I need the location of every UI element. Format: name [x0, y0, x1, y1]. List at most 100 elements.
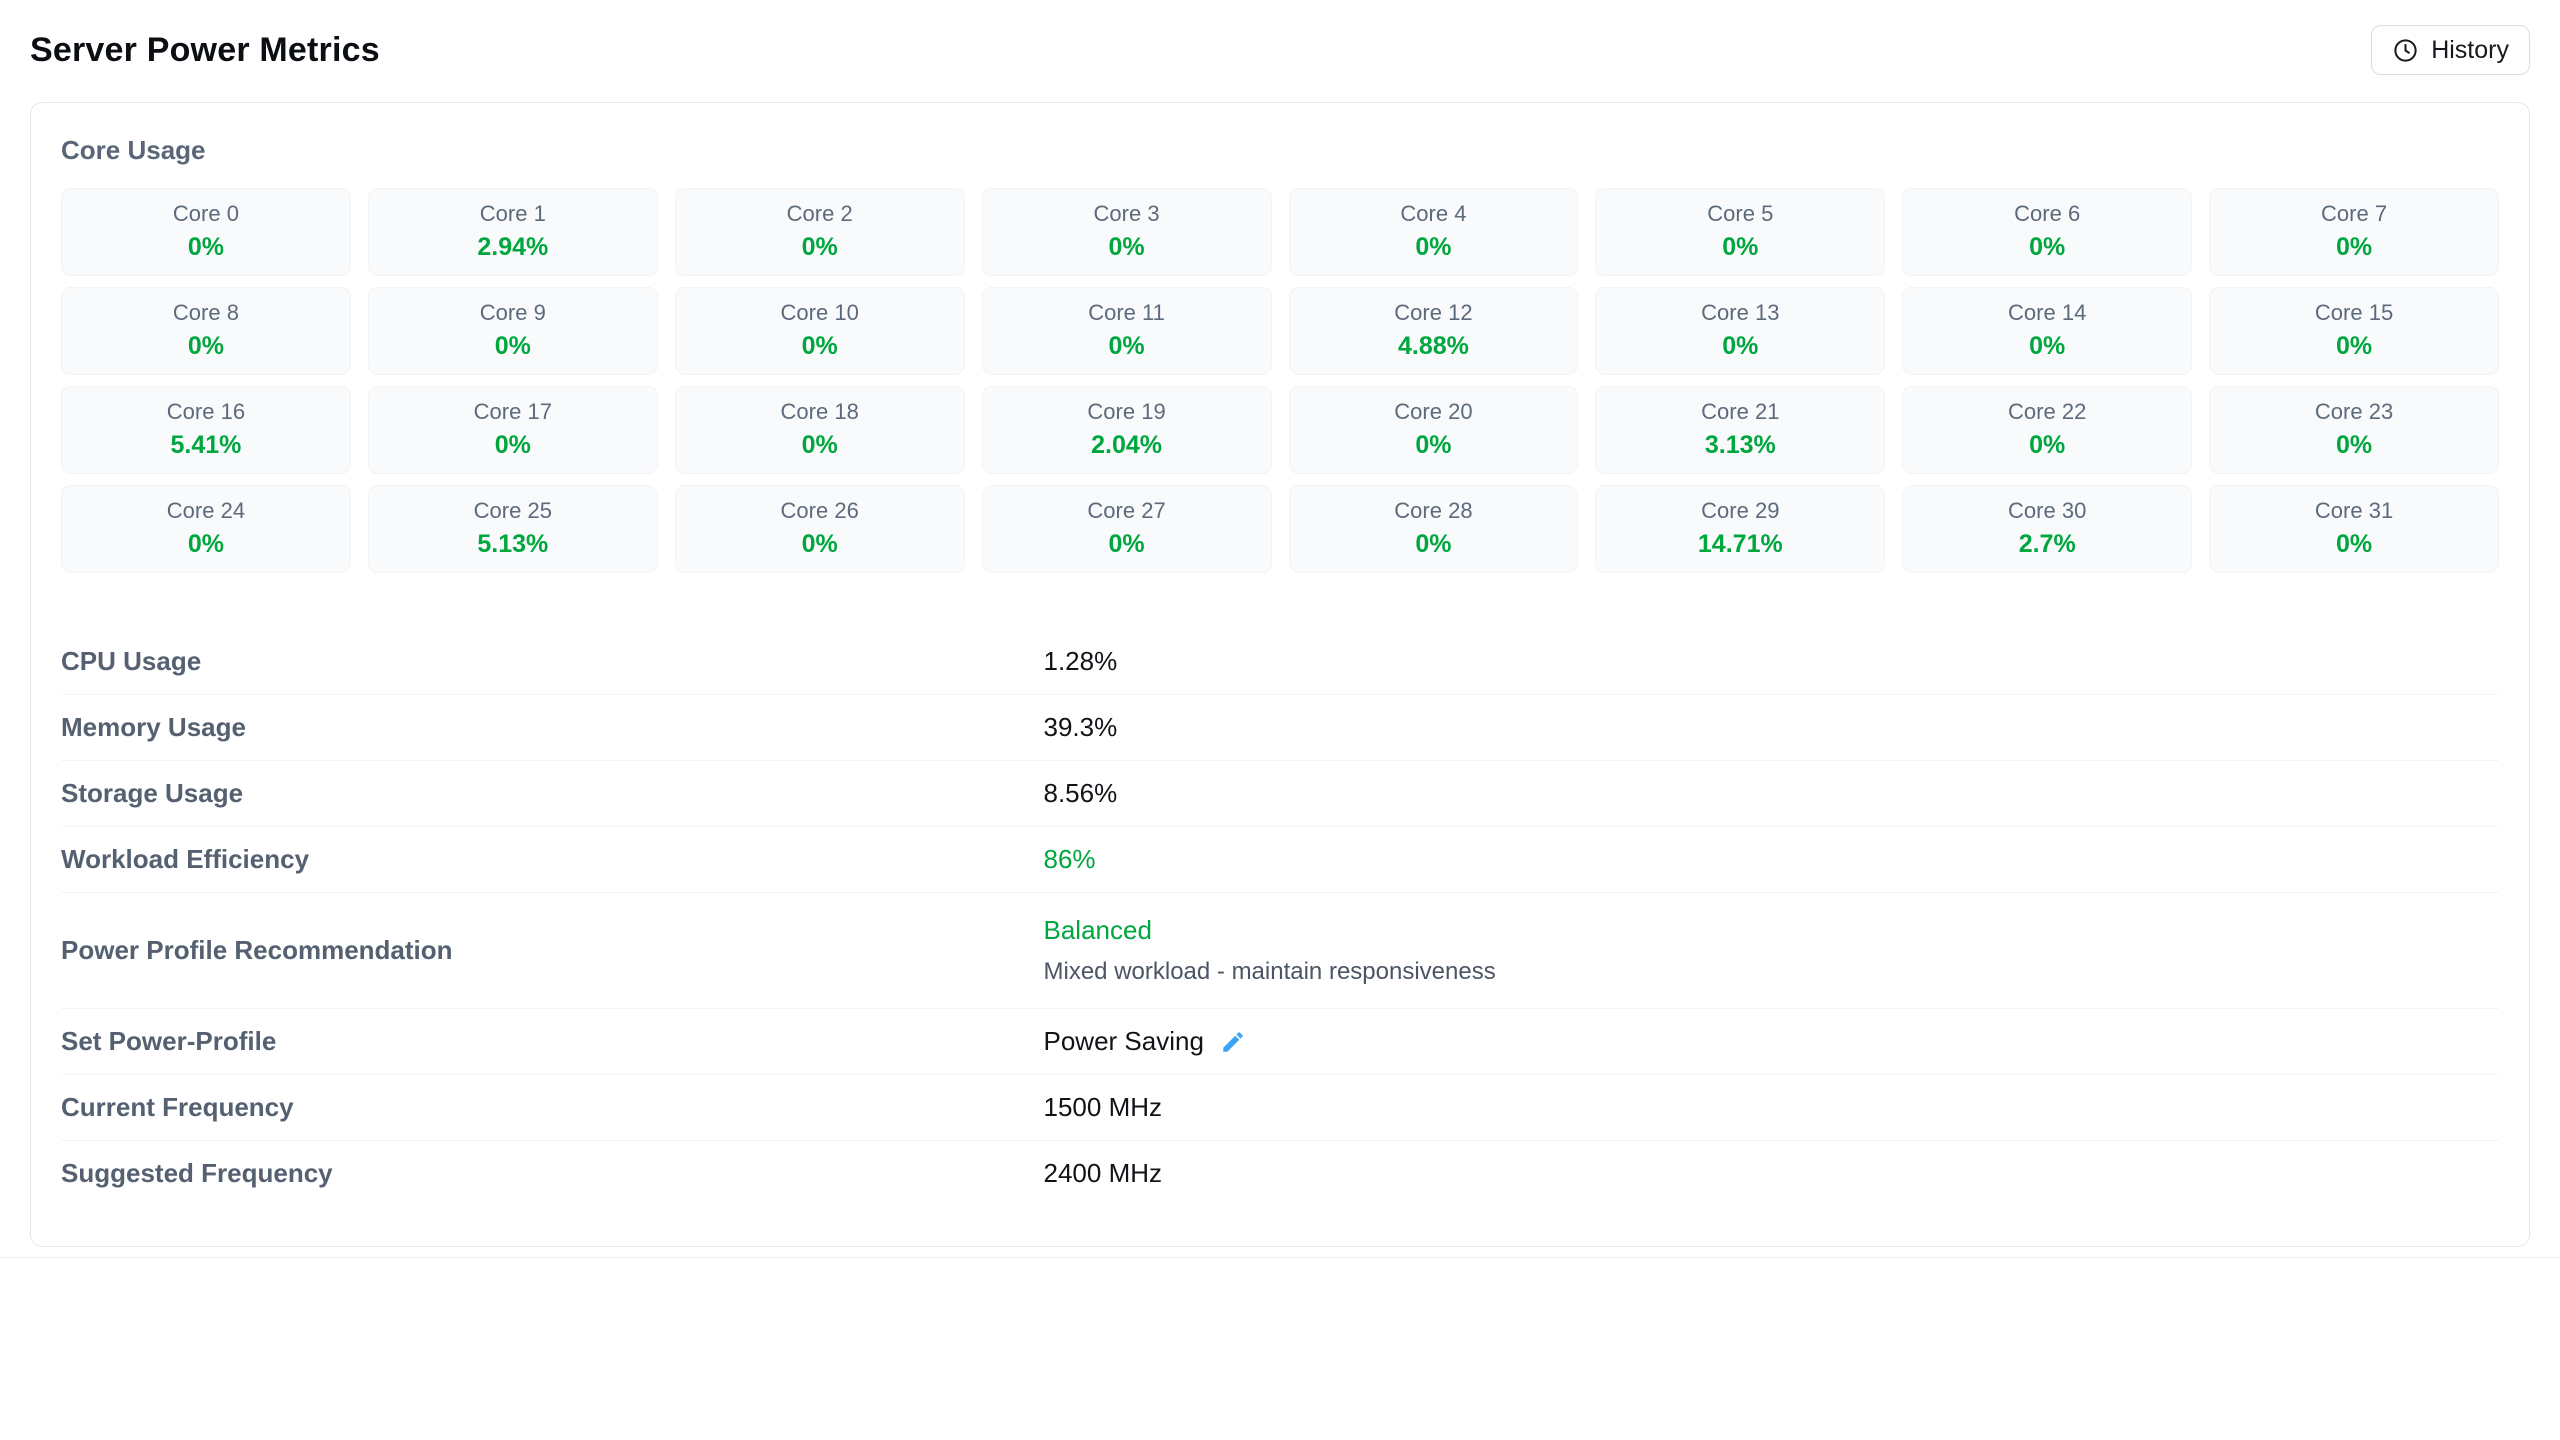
core-tile: Core 18 0% [674, 386, 965, 474]
page-header: Server Power Metrics History [0, 0, 2560, 76]
core-tile: Core 11 0% [981, 287, 1272, 375]
core-tile: Core 21 3.13% [1595, 386, 1886, 474]
metric-label-memory-usage: Memory Usage [61, 712, 246, 742]
core-tile: Core 1 2.94% [367, 188, 658, 276]
metric-value-block: 1500 MHz [1044, 1092, 1163, 1123]
core-tile: Core 2 0% [674, 188, 965, 276]
metric-value-block: Power Saving [1044, 1026, 1248, 1057]
core-tile: Core 6 0% [1902, 188, 2193, 276]
metric-value-block: 2400 MHz [1044, 1158, 1163, 1189]
core-tile: Core 8 0% [61, 287, 351, 375]
core-value: 0% [1722, 331, 1759, 360]
core-label: Core 28 [1394, 498, 1473, 523]
core-label: Core 15 [2314, 300, 2394, 325]
metric-row-current-frequency: Current Frequency 1500 MHz [61, 1075, 2499, 1141]
metric-value-text: 39.3% [1043, 712, 1118, 742]
metric-row-suggested-frequency: Suggested Frequency 2400 MHz [61, 1141, 2499, 1206]
core-value: 0% [1108, 529, 1145, 558]
history-button[interactable]: History [2371, 25, 2530, 75]
core-tile: Core 7 0% [2209, 188, 2499, 276]
metrics-list: CPU Usage 1.28% Memory Usage 39.3% Storage U… [61, 629, 2499, 1206]
metric-label-storage-usage: Storage Usage [61, 778, 244, 808]
core-tile: Core 27 0% [981, 485, 1272, 573]
core-tile: Core 14 0% [1902, 287, 2193, 375]
metric-value-set-power-profile: Power Saving [1044, 1026, 1248, 1057]
core-tile: Core 29 14.71% [1595, 485, 1886, 573]
core-value: 0% [2029, 430, 2066, 459]
metric-value-workload-efficiency: 86% [1044, 844, 1096, 875]
core-value: 2.04% [1091, 430, 1162, 459]
metric-value-text: 86% [1043, 844, 1096, 874]
core-tile: Core 12 4.88% [1288, 287, 1579, 375]
metric-value-text: Power Saving [1043, 1026, 1204, 1056]
core-tile: Core 15 0% [2209, 287, 2499, 375]
core-value: 0% [494, 430, 531, 459]
metric-label-power-profile-recommendation: Power Profile Recommendation [61, 935, 453, 965]
core-label: Core 8 [172, 300, 239, 325]
metric-description-power-profile-recommendation: Mixed workload - maintain responsiveness [1043, 958, 1496, 985]
core-label: Core 17 [473, 399, 552, 424]
core-value: 0% [2029, 331, 2066, 360]
core-label: Core 4 [1400, 201, 1467, 226]
metric-row-workload-efficiency: Workload Efficiency 86% [61, 827, 2499, 893]
core-value: 0% [801, 232, 838, 261]
metric-label-workload-efficiency: Workload Efficiency [61, 844, 310, 874]
core-value: 0% [2029, 232, 2066, 261]
metric-value-memory-usage: 39.3% [1044, 712, 1118, 743]
core-tile: Core 20 0% [1288, 386, 1579, 474]
core-tile: Core 22 0% [1902, 386, 2193, 474]
core-label: Core 6 [2014, 201, 2081, 226]
core-value: 4.88% [1397, 331, 1469, 360]
core-label: Core 20 [1394, 399, 1473, 424]
core-value: 0% [801, 529, 838, 558]
core-value: 0% [2335, 232, 2373, 261]
metric-value-text: 1500 MHz [1043, 1092, 1163, 1122]
core-tile: Core 28 0% [1288, 485, 1579, 573]
metric-value-text: 2400 MHz [1043, 1158, 1163, 1188]
core-value: 0% [1415, 529, 1452, 558]
core-value: 0% [2335, 430, 2373, 459]
core-tile: Core 19 2.04% [981, 386, 1272, 474]
core-value: 0% [1108, 331, 1145, 360]
core-label: Core 18 [780, 399, 859, 424]
core-value: 0% [187, 331, 224, 360]
core-usage-title: Core Usage [61, 135, 206, 165]
core-value: 0% [1722, 232, 1759, 261]
metric-value-text: 8.56% [1043, 778, 1118, 808]
edit-power-profile-button[interactable] [1218, 1027, 1248, 1057]
core-label: Core 26 [780, 498, 859, 523]
core-tile: Core 3 0% [981, 188, 1272, 276]
core-label: Core 11 [1088, 300, 1165, 325]
metric-value-block: 8.56% [1044, 778, 1118, 809]
metric-value-block: 1.28% [1044, 646, 1118, 677]
core-value: 0% [1415, 430, 1452, 459]
core-label: Core 16 [166, 399, 246, 424]
core-value: 3.13% [1704, 430, 1776, 459]
core-label: Core 13 [1701, 300, 1780, 325]
history-button-label: History [2431, 35, 2509, 64]
core-label: Core 30 [2008, 498, 2087, 523]
core-value: 0% [801, 430, 838, 459]
metric-value-current-frequency: 1500 MHz [1044, 1092, 1163, 1123]
core-value: 0% [187, 529, 224, 558]
core-tile: Core 25 5.13% [367, 485, 658, 573]
core-tile: Core 9 0% [367, 287, 658, 375]
core-label: Core 22 [2008, 399, 2087, 424]
metric-row-set-power-profile: Set Power-Profile Power Saving [61, 1009, 2499, 1075]
core-tile: Core 17 0% [367, 386, 658, 474]
core-label: Core 24 [166, 498, 246, 523]
core-value: 0% [1108, 232, 1145, 261]
pencil-icon [1220, 1029, 1246, 1055]
core-value: 0% [187, 232, 224, 261]
core-label: Core 27 [1087, 498, 1166, 523]
core-label: Core 5 [1707, 201, 1774, 226]
core-value: 0% [2335, 529, 2373, 558]
metric-row-cpu-usage: CPU Usage 1.28% [61, 629, 2499, 695]
core-tile: Core 13 0% [1595, 287, 1886, 375]
core-value: 2.7% [2018, 529, 2076, 558]
metric-value-suggested-frequency: 2400 MHz [1044, 1158, 1163, 1189]
metrics-card: Core Usage Core 0 0% Core 1 2.94% Core 2 0% Co… [30, 102, 2530, 1247]
core-tile: Core 23 0% [2209, 386, 2499, 474]
metric-value-cpu-usage: 1.28% [1044, 646, 1118, 677]
core-label: Core 12 [1394, 300, 1473, 325]
